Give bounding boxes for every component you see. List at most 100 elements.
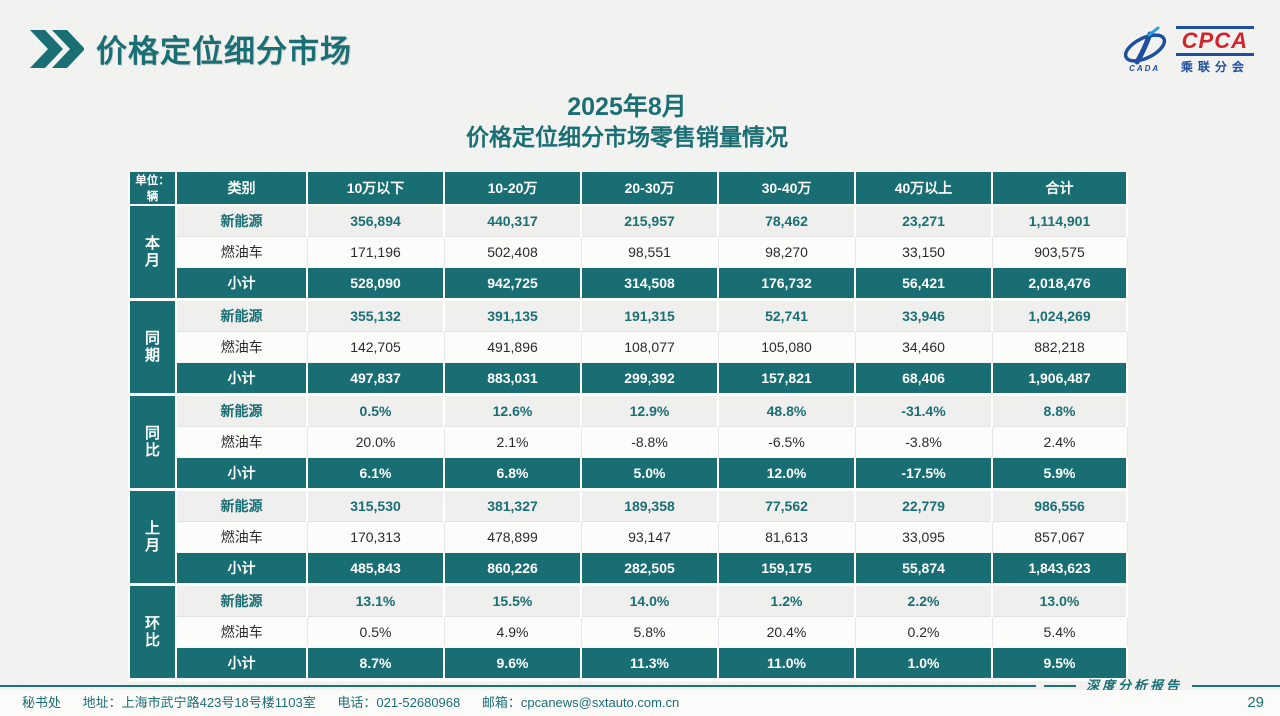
value-cell: 12.6% (443, 394, 582, 427)
value-cell: 2,018,476 (991, 267, 1128, 301)
table-row: 燃油车 20.0% 2.1% -8.8% -6.5% -3.8% 2.4% (129, 426, 1128, 458)
value-cell: 478,899 (443, 521, 582, 553)
cpca-logo-text: CPCA 乘联分会 (1175, 26, 1254, 75)
table-row: 同期新能源 355,132 391,135 191,315 52,741 33,946 1,… (128, 298, 1128, 396)
value-cell: 108,077 (580, 331, 719, 363)
value-cell: 22,779 (854, 489, 993, 522)
table-row: 环比新能源 13.1% 15.5% 14.0% 1.2% 2.2% 13.0% (128, 583, 1128, 681)
value-cell: 857,067 (991, 521, 1128, 553)
value-cell: 0.5% (306, 394, 445, 427)
value-cell: -8.8% (580, 426, 719, 458)
footer-phone: 电话：021-52680968 (337, 695, 461, 710)
value-cell: 6.1% (306, 457, 445, 491)
value-cell: 34,460 (854, 331, 993, 363)
value-cell: 299,392 (580, 362, 719, 396)
group-label-text: 环比 (144, 614, 160, 649)
divider-dash (1043, 685, 1076, 687)
row-group-label: 环比 (128, 583, 177, 681)
value-cell: 11.3% (580, 647, 719, 681)
value-cell: 440,317 (443, 205, 582, 237)
value-cell: 314,508 (580, 267, 719, 301)
cpca-org-label: 乘联分会 (1180, 60, 1249, 75)
table-header-row: 单位：辆 类别 10万以下 10-20万 20-30万 30-40万 40万以上 合计 (128, 172, 1128, 206)
value-cell: 882,218 (991, 331, 1128, 363)
value-cell: 20.0% (306, 426, 445, 458)
value-cell: 860,226 (443, 552, 582, 586)
row-label: 小计 (175, 267, 308, 301)
value-cell: 485,843 (306, 552, 445, 586)
value-cell: 15.5% (443, 584, 582, 617)
divider-line (0, 685, 1036, 687)
value-cell: 2.4% (991, 426, 1128, 458)
row-label: 小计 (175, 362, 308, 396)
row-group-label: 同比 (128, 393, 177, 491)
value-cell: 1,843,623 (991, 552, 1128, 586)
value-cell: 0.2% (854, 616, 993, 648)
group-label-text: 上月 (144, 519, 160, 554)
table-title-block: 2025年8月 价格定位细分市场零售销量情况 (128, 92, 1126, 152)
value-cell: 33,946 (854, 299, 993, 332)
value-cell: 78,462 (717, 205, 856, 237)
cada-label: CADA (1129, 64, 1161, 73)
value-cell: 13.1% (306, 584, 445, 617)
value-cell: 6.8% (443, 457, 582, 491)
value-cell: -3.8% (854, 426, 993, 458)
value-cell: 903,575 (991, 236, 1128, 268)
row-label: 燃油车 (175, 236, 308, 268)
value-cell: 105,080 (717, 331, 856, 363)
report-label-row: 深度分析报告 (0, 678, 1280, 694)
group-label-text: 同期 (144, 329, 160, 364)
value-cell: 55,874 (854, 552, 993, 586)
value-cell: 381,327 (443, 489, 582, 522)
row-label: 燃油车 (175, 426, 308, 458)
value-cell: 2.2% (854, 584, 993, 617)
date-title: 2025年8月 (567, 93, 687, 121)
value-cell: 315,530 (306, 489, 445, 522)
row-label: 新能源 (175, 394, 308, 427)
value-cell: 491,896 (443, 331, 582, 363)
value-cell: 883,031 (443, 362, 582, 396)
group-label-text: 本月 (144, 234, 160, 269)
table-row: 小计 485,843 860,226 282,505 159,175 55,874 1,84… (129, 552, 1128, 586)
value-cell: 1,114,901 (991, 205, 1128, 237)
group-label-text: 同比 (144, 424, 160, 459)
column-header-4: 30-40万 (717, 172, 856, 206)
value-cell: 1.0% (854, 647, 993, 681)
row-group-label: 同期 (128, 298, 177, 396)
row-label: 燃油车 (175, 521, 308, 553)
footer-email: 邮箱：cpcanews@sxtauto.com.cn (481, 695, 680, 710)
column-header-2: 10-20万 (443, 172, 582, 206)
row-label: 燃油车 (175, 616, 308, 648)
row-label: 燃油车 (175, 331, 308, 363)
table-row: 小计 528,090 942,725 314,508 176,732 56,421 2,01… (129, 267, 1128, 301)
value-cell: 356,894 (306, 205, 445, 237)
value-cell: 176,732 (717, 267, 856, 301)
unit-label-cell: 单位：辆 (128, 172, 177, 206)
value-cell: 189,358 (580, 489, 719, 522)
value-cell: 8.7% (306, 647, 445, 681)
column-header-5: 40万以上 (854, 172, 993, 206)
value-cell: 1.2% (717, 584, 856, 617)
row-label: 新能源 (175, 489, 308, 522)
table-row: 燃油车 170,313 478,899 93,147 81,613 33,095 857,0… (129, 521, 1128, 553)
value-cell: 2.1% (443, 426, 582, 458)
table-row: 上月新能源 315,530 381,327 189,358 77,562 22,779 98… (128, 488, 1128, 586)
value-cell: 355,132 (306, 299, 445, 332)
value-cell: 191,315 (580, 299, 719, 332)
cpca-logo: CADA CPCA 乘联分会 (1120, 26, 1254, 75)
cpca-wordmark: CPCA (1181, 28, 1248, 53)
value-cell: 77,562 (717, 489, 856, 522)
value-cell: 157,821 (717, 362, 856, 396)
value-cell: 9.6% (443, 647, 582, 681)
value-cell: -31.4% (854, 394, 993, 427)
value-cell: 98,551 (580, 236, 719, 268)
table-row: 小计 497,837 883,031 299,392 157,821 68,406 1,90… (129, 362, 1128, 396)
row-label: 小计 (175, 647, 308, 681)
value-cell: 56,421 (854, 267, 993, 301)
footer-contact-info: 秘书处 地址：上海市武宁路423号18号楼1103室 电话：021-526809… (22, 690, 697, 716)
column-header-3: 20-30万 (580, 172, 719, 206)
value-cell: 33,150 (854, 236, 993, 268)
value-cell: 81,613 (717, 521, 856, 553)
sales-table: 单位：辆 类别 10万以下 10-20万 20-30万 30-40万 40万以上 合计本月新能… (128, 172, 1128, 681)
footer-address: 地址：上海市武宁路423号18号楼1103室 (82, 695, 316, 710)
